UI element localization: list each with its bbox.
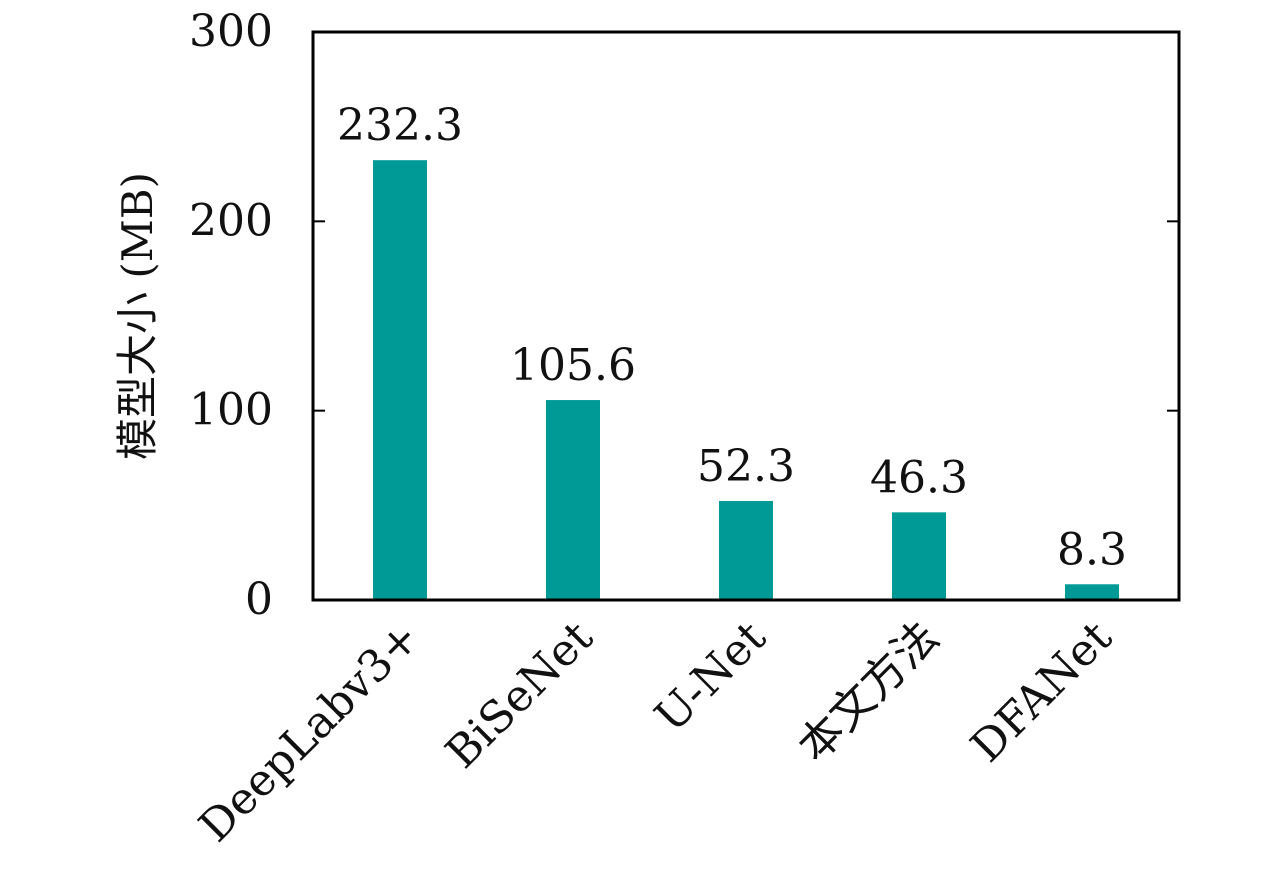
bar-2 <box>719 500 773 600</box>
plot-frame <box>311 30 1181 602</box>
x-axis: DeepLabv3+ BiSeNet U-Net 本文方法 DFANet <box>189 611 1122 852</box>
y-tick-label: 200 <box>189 195 273 246</box>
bar-1 <box>546 400 600 600</box>
y-axis: 0 100 200 300 <box>189 6 1179 625</box>
bar-0 <box>373 160 427 601</box>
bar-3 <box>892 512 946 600</box>
x-tick-label: DeepLabv3+ <box>189 612 429 852</box>
data-label: 8.3 <box>1057 524 1127 575</box>
y-tick-label: 100 <box>189 385 273 436</box>
data-labels: 232.3 105.6 52.3 46.3 8.3 <box>337 100 1127 575</box>
data-label: 232.3 <box>337 100 463 151</box>
bars <box>373 160 1119 601</box>
y-tick-label: 300 <box>189 6 273 57</box>
x-tick-label: DFANet <box>961 611 1122 772</box>
y-axis-label: 模型大小 (MB) <box>113 172 162 460</box>
data-label: 105.6 <box>510 340 636 391</box>
bar-4 <box>1065 584 1119 600</box>
data-label: 52.3 <box>697 441 795 492</box>
data-label: 46.3 <box>870 452 968 503</box>
y-tick-label: 0 <box>245 574 273 625</box>
x-tick-label: 本文方法 <box>788 612 949 773</box>
x-tick-label: BiSeNet <box>436 611 603 778</box>
x-tick-label: U-Net <box>645 611 776 742</box>
